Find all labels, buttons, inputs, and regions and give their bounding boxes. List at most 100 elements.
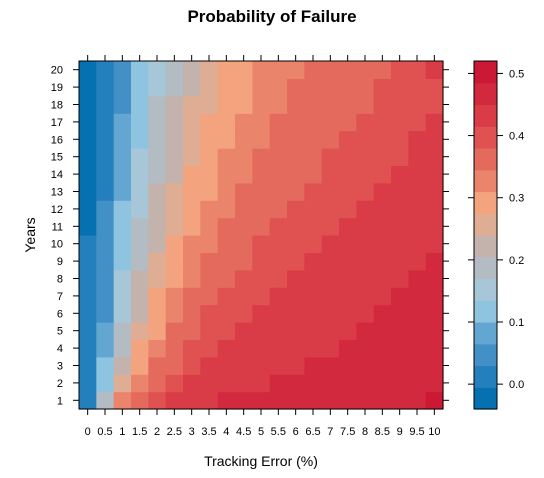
- heatmap-cell: [287, 95, 305, 114]
- heatmap-cell: [391, 269, 409, 288]
- heatmap-cell: [235, 61, 253, 79]
- heatmap-cell: [79, 78, 97, 97]
- heatmap-cell: [425, 148, 444, 166]
- heatmap-cell: [321, 148, 340, 166]
- colorbar-swatch: [474, 104, 497, 127]
- colorbar-tick-label: 0.0: [509, 379, 524, 391]
- heatmap-cell: [183, 95, 201, 114]
- heatmap-cell: [79, 200, 97, 219]
- heatmap-cell: [183, 374, 201, 393]
- heatmap-cell: [356, 148, 375, 166]
- heatmap-cell: [356, 269, 375, 288]
- heatmap-cell: [165, 391, 184, 410]
- heatmap-cell: [131, 78, 149, 97]
- heatmap-cell: [356, 217, 375, 236]
- heatmap-cell: [113, 113, 132, 132]
- heatmap-cell: [252, 374, 271, 393]
- heatmap-cell: [148, 391, 167, 410]
- heatmap-cell: [235, 322, 253, 340]
- heatmap-cell: [217, 95, 236, 114]
- heatmap-cell: [339, 217, 357, 236]
- heatmap-cell: [79, 182, 97, 201]
- heatmap-cell: [373, 322, 392, 340]
- heatmap-cell: [391, 61, 409, 79]
- colorbar-swatch: [474, 82, 497, 106]
- heatmap-cell: [148, 252, 167, 271]
- heatmap-cell: [373, 95, 392, 114]
- heatmap-cell: [79, 391, 97, 410]
- heatmap-cell: [165, 165, 184, 184]
- heatmap-cell: [96, 269, 115, 288]
- heatmap-cell: [113, 269, 132, 288]
- heatmap-cells: [79, 61, 444, 410]
- heatmap-cell: [321, 217, 340, 236]
- colorbar-axis: 0.0 0.1 0.2 0.3 0.4 0.5: [468, 68, 524, 391]
- heatmap-cell: [165, 148, 184, 166]
- heatmap-cell: [287, 322, 305, 340]
- heatmap-cell: [339, 148, 357, 166]
- colorbar-swatch: [474, 148, 497, 171]
- heatmap-cell: [183, 61, 201, 79]
- heatmap-cell: [339, 391, 357, 410]
- heatmap-cell: [252, 217, 271, 236]
- heatmap-cell: [131, 182, 149, 201]
- heatmap-cell: [79, 148, 97, 166]
- heatmap-cell: [217, 252, 236, 271]
- heatmap-cell: [356, 235, 375, 253]
- heatmap-cell: [356, 113, 375, 132]
- x-tick-label: 1.5: [132, 426, 147, 438]
- heatmap-cell: [96, 182, 115, 201]
- heatmap-cell: [425, 165, 444, 184]
- heatmap-cell: [113, 304, 132, 323]
- heatmap-cell: [200, 304, 219, 323]
- heatmap-cell: [252, 200, 271, 219]
- heatmap-cell: [165, 287, 184, 306]
- heatmap-cell: [321, 356, 340, 375]
- heatmap-cell: [165, 130, 184, 149]
- heatmap-cell: [304, 339, 323, 358]
- heatmap-cell: [339, 113, 357, 132]
- heatmap-cell: [252, 78, 271, 97]
- heatmap-cell: [183, 322, 201, 340]
- heatmap-cell: [304, 217, 323, 236]
- heatmap-cell: [235, 304, 253, 323]
- heatmap-cell: [148, 95, 167, 114]
- heatmap-cell: [391, 287, 409, 306]
- colorbar-tick-label: 0.1: [509, 317, 524, 329]
- heatmap-cell: [96, 95, 115, 114]
- heatmap-cell: [113, 322, 132, 340]
- heatmap-cell: [165, 356, 184, 375]
- heatmap-cell: [269, 217, 288, 236]
- heatmap-cell: [148, 217, 167, 236]
- heatmap-cell: [391, 374, 409, 393]
- colorbar-frame: [473, 60, 498, 410]
- heatmap-cell: [217, 61, 236, 79]
- heatmap-cell: [183, 78, 201, 97]
- heatmap-cell: [269, 322, 288, 340]
- heatmap-cell: [391, 235, 409, 253]
- heatmap-cell: [217, 165, 236, 184]
- heatmap-cell: [183, 200, 201, 219]
- heatmap-cell: [408, 252, 427, 271]
- heatmap-cell: [235, 95, 253, 114]
- x-tick-label: 1: [119, 426, 125, 438]
- heatmap-cell: [269, 252, 288, 271]
- heatmap-cell: [356, 304, 375, 323]
- heatmap-cell: [252, 304, 271, 323]
- heatmap-cell: [113, 148, 132, 166]
- heatmap-cell: [287, 235, 305, 253]
- heatmap-cell: [235, 339, 253, 358]
- heatmap-cell: [96, 304, 115, 323]
- heatmap-cell: [391, 200, 409, 219]
- heatmap-cell: [183, 287, 201, 306]
- heatmap-cell: [373, 200, 392, 219]
- heatmap-cell: [287, 113, 305, 132]
- heatmap-cell: [287, 61, 305, 79]
- x-tick-label: 2: [154, 426, 160, 438]
- heatmap-cell: [408, 356, 427, 375]
- heatmap-cell: [269, 304, 288, 323]
- heatmap-cell: [391, 339, 409, 358]
- heatmap-cell: [356, 339, 375, 358]
- heatmap-cell: [79, 356, 97, 375]
- heatmap-cell: [113, 95, 132, 114]
